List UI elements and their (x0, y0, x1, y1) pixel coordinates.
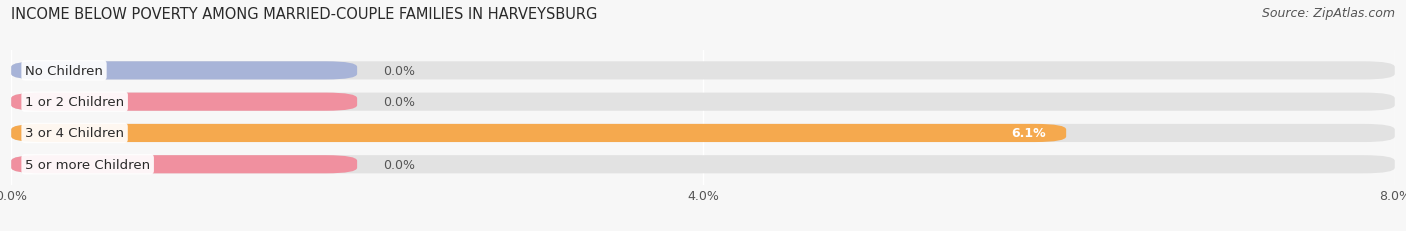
Text: No Children: No Children (25, 65, 103, 78)
FancyBboxPatch shape (11, 155, 1395, 173)
FancyBboxPatch shape (11, 155, 357, 173)
Text: 0.0%: 0.0% (382, 96, 415, 109)
Text: INCOME BELOW POVERTY AMONG MARRIED-COUPLE FAMILIES IN HARVEYSBURG: INCOME BELOW POVERTY AMONG MARRIED-COUPL… (11, 7, 598, 22)
FancyBboxPatch shape (11, 93, 357, 111)
FancyBboxPatch shape (11, 124, 1395, 143)
Text: 0.0%: 0.0% (382, 65, 415, 78)
FancyBboxPatch shape (11, 62, 1395, 80)
Text: 0.0%: 0.0% (382, 158, 415, 171)
FancyBboxPatch shape (11, 93, 1395, 111)
FancyBboxPatch shape (11, 62, 357, 80)
Text: 5 or more Children: 5 or more Children (25, 158, 150, 171)
Text: 6.1%: 6.1% (1011, 127, 1046, 140)
Text: 1 or 2 Children: 1 or 2 Children (25, 96, 124, 109)
Text: Source: ZipAtlas.com: Source: ZipAtlas.com (1261, 7, 1395, 20)
Text: 3 or 4 Children: 3 or 4 Children (25, 127, 124, 140)
FancyBboxPatch shape (11, 124, 1066, 143)
